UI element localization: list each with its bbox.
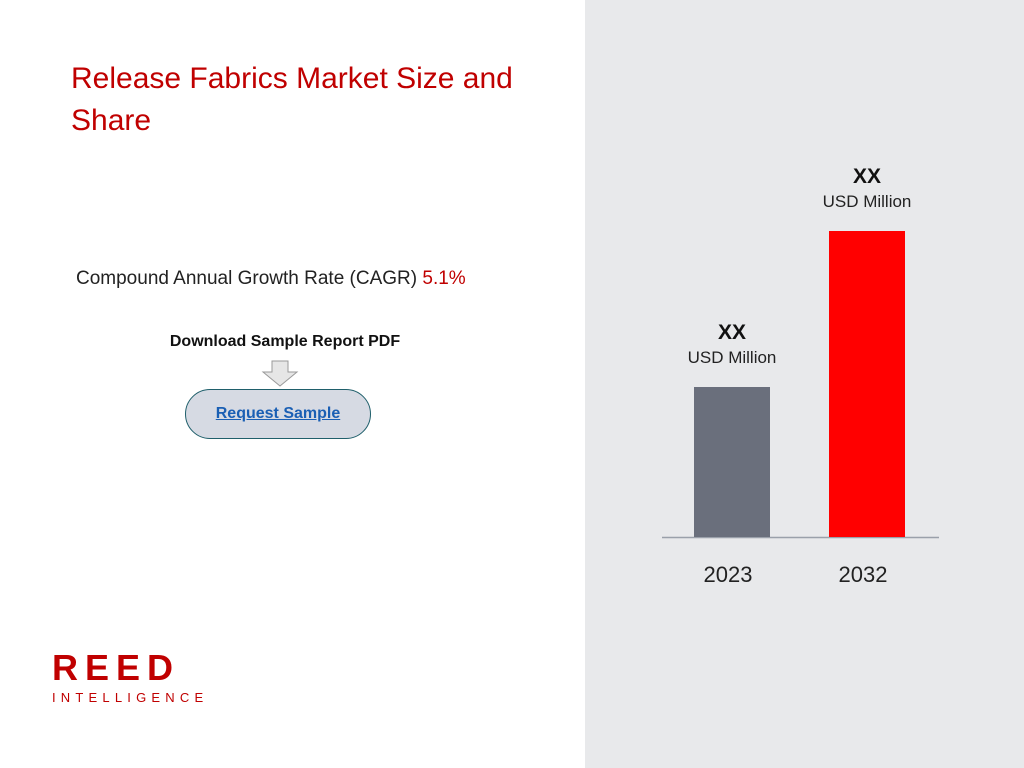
x-tick-label-2032: 2032 — [839, 562, 888, 587]
bar-2023 — [694, 387, 770, 537]
page-title: Release Fabrics Market Size and Share — [71, 62, 513, 137]
bar-value-label-2023: XX — [718, 321, 746, 344]
bar-unit-label-2032: USD Million — [823, 192, 912, 211]
cagr-value: 5.1% — [422, 268, 466, 289]
logo-main-text: REED — [52, 647, 181, 688]
right-panel — [585, 0, 1024, 768]
request-sample-button[interactable]: Request Sample — [185, 389, 371, 439]
down-arrow-icon — [261, 360, 299, 387]
x-tick-label-2023: 2023 — [704, 562, 753, 587]
cagr-line: Compound Annual Growth Rate (CAGR) 5.1% — [76, 268, 466, 290]
download-label: Download Sample Report PDF — [169, 333, 401, 350]
bar-2032 — [829, 231, 905, 537]
reed-intelligence-logo: REED INTELLIGENCE — [52, 647, 209, 706]
cagr-label: Compound Annual Growth Rate (CAGR) — [76, 268, 418, 289]
request-sample-link[interactable]: Request Sample — [215, 405, 341, 422]
bar-unit-label-2023: USD Million — [688, 348, 777, 367]
logo-sub-text: INTELLIGENCE — [52, 690, 209, 705]
bar-value-label-2032: XX — [853, 165, 881, 188]
